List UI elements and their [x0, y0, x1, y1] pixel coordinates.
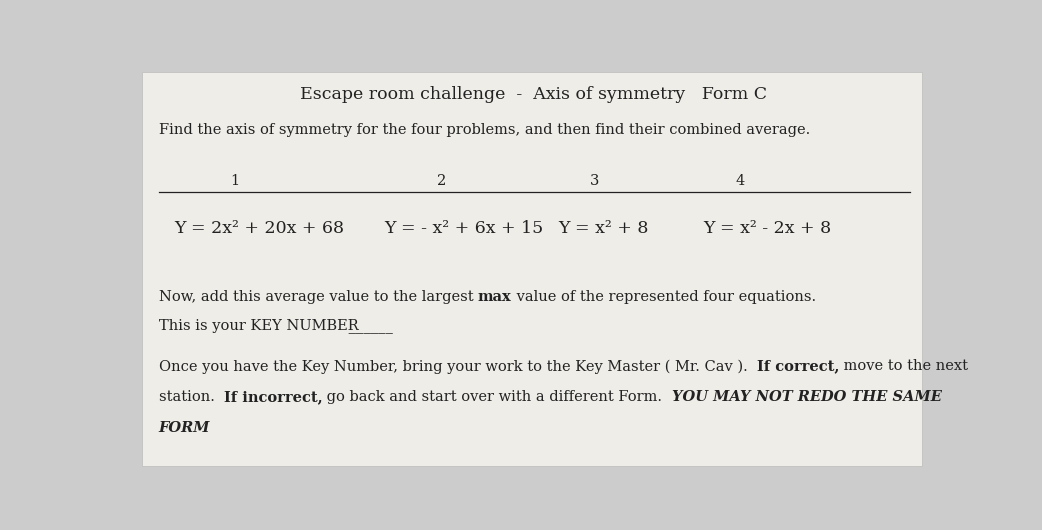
Text: Y = 2x² + 20x + 68: Y = 2x² + 20x + 68: [175, 220, 345, 237]
Text: Escape room challenge  -  Axis of symmetry   Form C: Escape room challenge - Axis of symmetry…: [300, 86, 768, 103]
Text: 4: 4: [736, 174, 745, 188]
Text: 1: 1: [230, 174, 240, 188]
Text: max: max: [478, 290, 512, 304]
Text: FORM: FORM: [158, 421, 210, 435]
Text: ______: ______: [344, 319, 393, 333]
Text: Y = x² + 8: Y = x² + 8: [559, 220, 648, 237]
Text: If incorrect,: If incorrect,: [224, 390, 322, 404]
Text: move to the next: move to the next: [839, 359, 968, 374]
FancyBboxPatch shape: [143, 72, 921, 465]
Text: YOU MAY NOT REDO THE SAME: YOU MAY NOT REDO THE SAME: [671, 390, 941, 404]
Text: 3: 3: [590, 174, 599, 188]
Text: value of the represented four equations.: value of the represented four equations.: [512, 290, 816, 304]
Text: Find the axis of symmetry for the four problems, and then find their combined av: Find the axis of symmetry for the four p…: [158, 123, 810, 137]
Text: station.: station.: [158, 390, 224, 404]
Text: If correct,: If correct,: [756, 359, 839, 374]
Text: 2: 2: [437, 174, 446, 188]
Text: go back and start over with a different Form.: go back and start over with a different …: [322, 390, 671, 404]
Text: This is your KEY NUMBER: This is your KEY NUMBER: [158, 319, 358, 333]
Text: Once you have the Key Number, bring your work to the Key Master ( Mr. Cav ).: Once you have the Key Number, bring your…: [158, 359, 756, 374]
Text: Y = - x² + 6x + 15: Y = - x² + 6x + 15: [384, 220, 544, 237]
Text: Now, add this average value to the largest: Now, add this average value to the large…: [158, 290, 478, 304]
Text: Y = x² - 2x + 8: Y = x² - 2x + 8: [703, 220, 832, 237]
